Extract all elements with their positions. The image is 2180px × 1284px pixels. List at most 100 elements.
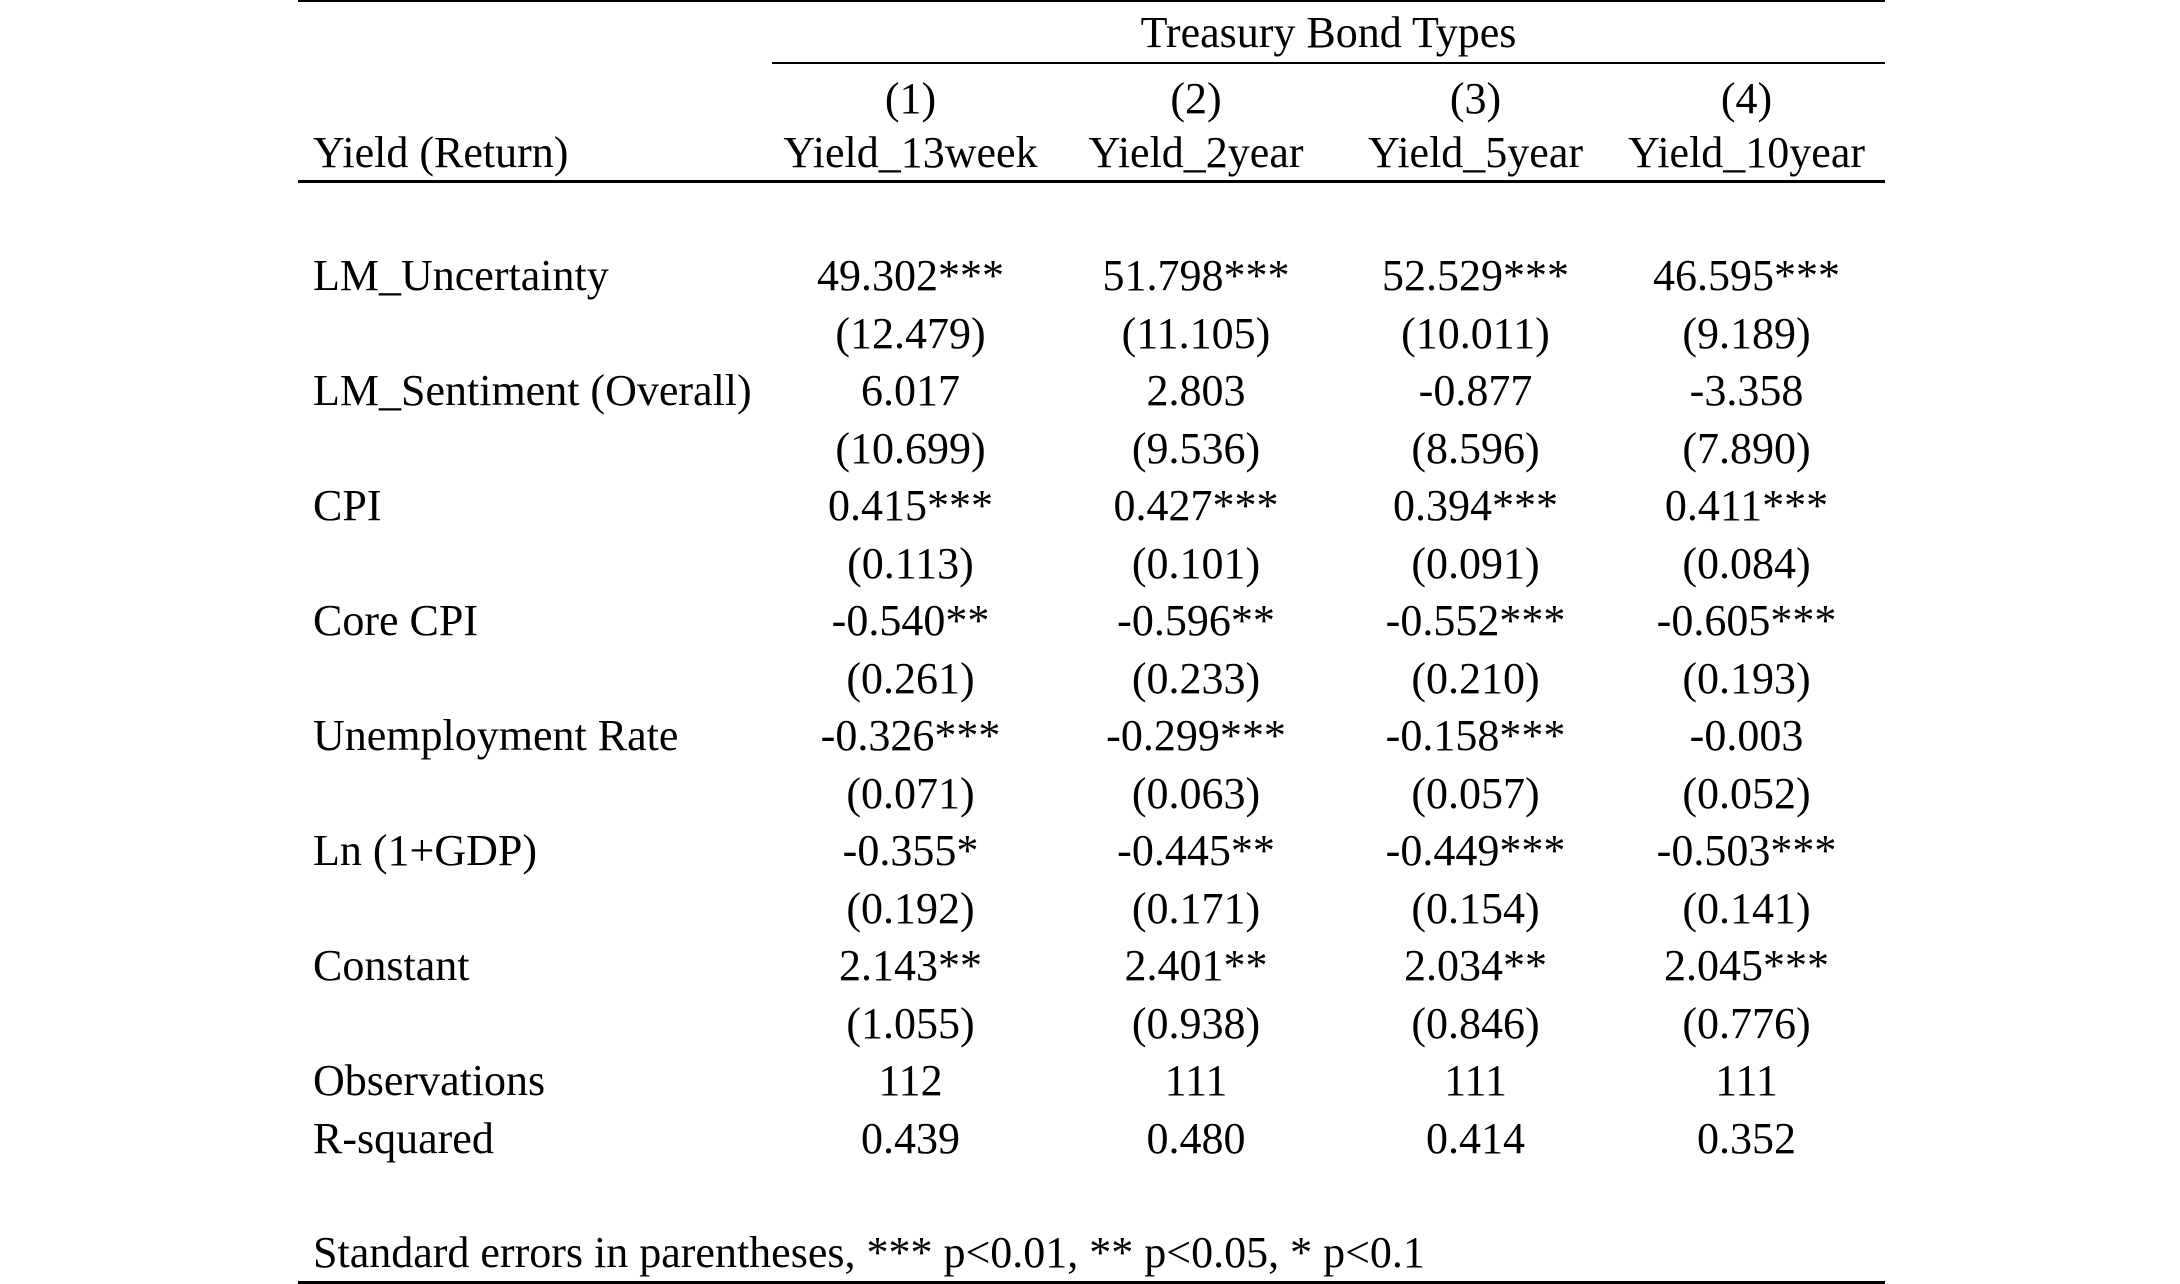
- column-number: (3): [1449, 74, 1502, 123]
- table-cell: (0.063): [1131, 768, 1261, 818]
- table-cell: (11.105): [1121, 308, 1271, 358]
- table-cell: 2.803: [1146, 366, 1246, 416]
- table-cell: 0.415***: [828, 481, 993, 531]
- table-cell: (0.057): [1411, 768, 1540, 818]
- row-label: [298, 420, 772, 478]
- table-cell: -0.158***: [1385, 711, 1566, 761]
- table-cell: -0.503***: [1656, 826, 1837, 876]
- table-cell: -0.445**: [1117, 826, 1275, 876]
- table-cell: 0.480: [1146, 1113, 1246, 1163]
- spacer: [298, 182, 1885, 248]
- row-label: [298, 535, 772, 593]
- table-cell: (1.055): [846, 998, 975, 1048]
- table-cell: 0.352: [1697, 1113, 1796, 1163]
- table-cell: -0.552***: [1385, 596, 1566, 646]
- row-label: Constant: [313, 941, 470, 991]
- table-cell: -0.540**: [831, 596, 990, 646]
- row-label: [298, 765, 772, 823]
- table-cell: 51.798***: [1102, 251, 1290, 301]
- table-cell: -0.326***: [820, 711, 1001, 761]
- row-label: [298, 305, 772, 363]
- header-blank-cell: [298, 0, 772, 63]
- column-name: Yield_5year: [1343, 124, 1608, 183]
- table-cell: (0.071): [846, 768, 975, 818]
- table-cell: -0.596**: [1117, 596, 1275, 646]
- table-row: CPI 0.415*** 0.427*** 0.394*** 0.411***: [298, 477, 1885, 535]
- stub-header: Yield (Return): [298, 124, 772, 183]
- column-number: (2): [1170, 74, 1222, 123]
- table-cell: 2.143**: [839, 941, 982, 991]
- column-name: Yield_13week: [772, 124, 1049, 183]
- row-label: CPI: [313, 481, 382, 531]
- table-cell: (10.011): [1401, 308, 1550, 358]
- table-row: (10.699) (9.536) (8.596) (7.890): [298, 420, 1885, 478]
- table-row: (1.055) (0.938) (0.846) (0.776): [298, 995, 1885, 1053]
- table-cell: (0.154): [1411, 883, 1540, 933]
- column-name: Yield_10year: [1608, 124, 1886, 183]
- table-cell: 0.427***: [1113, 481, 1279, 531]
- table-row: Core CPI -0.540** -0.596** -0.552*** -0.605*…: [298, 592, 1885, 650]
- table-cell: 0.439: [861, 1113, 960, 1163]
- table-cell: (0.113): [847, 538, 974, 588]
- table-cell: 0.394***: [1393, 481, 1558, 531]
- table-cell: 112: [878, 1056, 943, 1106]
- table-note: Standard errors in parentheses, *** p<0.…: [298, 1223, 1886, 1284]
- table-cell: (0.233): [1131, 653, 1261, 703]
- row-label: Ln (1+GDP): [313, 826, 538, 876]
- spacer: [298, 1167, 1885, 1223]
- table-cell: (0.052): [1682, 768, 1811, 818]
- table-row: Observations 112 111 111 111: [298, 1052, 1885, 1110]
- table-cell: 49.302***: [817, 251, 1004, 301]
- table-cell: (0.192): [846, 883, 975, 933]
- table-cell: 52.529***: [1382, 251, 1569, 301]
- row-label: Core CPI: [313, 596, 478, 646]
- table-row: R-squared 0.439 0.480 0.414 0.352: [298, 1110, 1885, 1168]
- table-cell: (0.938): [1131, 998, 1261, 1048]
- row-label: [298, 995, 772, 1053]
- row-label: Unemployment Rate: [313, 711, 679, 761]
- table-cell: -3.358: [1689, 366, 1804, 416]
- table-row: Ln (1+GDP) -0.355* -0.445** -0.449*** -0.503…: [298, 822, 1885, 880]
- row-label: Observations: [313, 1056, 546, 1106]
- table-cell: -0.449***: [1385, 826, 1566, 876]
- group-title: Treasury Bond Types: [772, 0, 1886, 64]
- table-cell: (10.699): [835, 423, 986, 473]
- table-cell: (9.189): [1682, 308, 1811, 358]
- table-cell: (0.776): [1682, 998, 1811, 1048]
- table-row: LM_Uncertainty 49.302*** 51.798*** 52.529**…: [298, 247, 1885, 305]
- table-cell: 111: [1715, 1056, 1778, 1106]
- table-row: Unemployment Rate -0.326*** -0.299*** -0.15…: [298, 707, 1885, 765]
- table-cell: -0.877: [1418, 366, 1533, 416]
- table-cell: 2.045***: [1664, 941, 1829, 991]
- table-cell: (12.479): [835, 308, 986, 358]
- regression-table: Treasury Bond Types (1) (2) (3) (4) Yiel…: [298, 0, 1886, 1284]
- table-note-row: Standard errors in parentheses, *** p<0.…: [298, 1223, 1886, 1284]
- table-cell: 46.595***: [1653, 251, 1840, 301]
- table-cell: 111: [1444, 1056, 1507, 1106]
- table-cell: (0.171): [1131, 883, 1261, 933]
- table-cell: 2.034**: [1404, 941, 1547, 991]
- table-cell: 2.401**: [1124, 941, 1268, 991]
- table-row: (12.479) (11.105) (10.011) (9.189): [298, 305, 1885, 363]
- column-name: Yield_2year: [1049, 124, 1343, 183]
- table-cell: (0.846): [1411, 998, 1540, 1048]
- table-cell: 6.017: [861, 366, 960, 416]
- row-label: LM_Sentiment (Overall): [313, 366, 752, 416]
- header-blank-cell: [298, 63, 772, 124]
- column-number: (4): [1720, 74, 1773, 123]
- column-number: (1): [884, 74, 937, 123]
- table-cell: (0.261): [846, 653, 975, 703]
- table-cell: (0.091): [1411, 538, 1540, 588]
- table-row: (0.071) (0.063) (0.057) (0.052): [298, 765, 1885, 823]
- table-cell: -0.299***: [1106, 711, 1286, 761]
- table-cell: (0.193): [1682, 653, 1811, 703]
- table-cell: (0.141): [1682, 883, 1811, 933]
- table-row: Constant 2.143** 2.401** 2.034** 2.045***: [298, 937, 1885, 995]
- table-cell: 111: [1164, 1056, 1228, 1106]
- row-label: R-squared: [313, 1113, 494, 1163]
- table-cell: -0.605***: [1656, 596, 1837, 646]
- row-label: [298, 650, 772, 708]
- table-cell: (0.084): [1682, 538, 1811, 588]
- row-label: [298, 880, 772, 938]
- table-cell: (7.890): [1682, 423, 1811, 473]
